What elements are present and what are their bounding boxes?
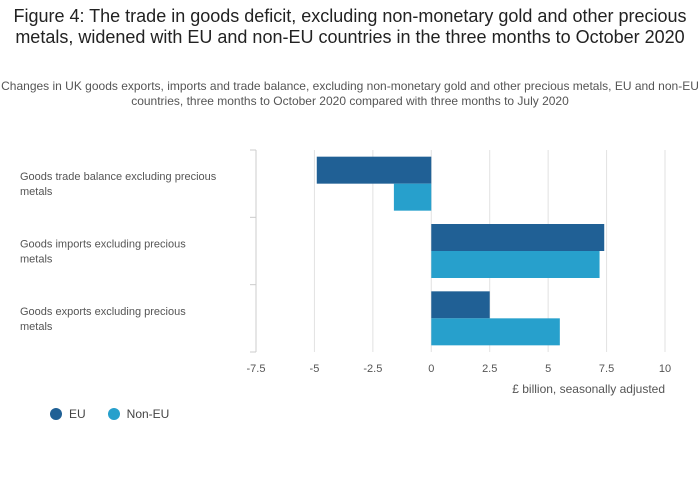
category-label: Goods trade balance excluding precious: [20, 171, 217, 183]
legend-swatch-non-eu: [107, 408, 120, 420]
category-label: Goods exports excluding precious: [20, 306, 186, 318]
x-axis-title: £ billion, seasonally adjusted: [512, 382, 665, 396]
x-tick-label: 10: [659, 363, 671, 375]
x-tick-label: -5: [310, 363, 320, 375]
legend-item-eu[interactable]: EU: [50, 407, 86, 421]
legend-item-non-eu[interactable]: Non-EU: [107, 407, 170, 421]
legend-label-non-eu: Non-EU: [126, 407, 170, 421]
bar-eu-1: [431, 224, 605, 251]
x-tick-label: -2.5: [363, 363, 382, 375]
chart-title: Figure 4: The trade in goods deficit, ex…: [13, 6, 687, 47]
category-label: Goods imports excluding precious: [20, 239, 186, 251]
bar-eu-2: [431, 291, 490, 319]
chart-subtitle: Changes in UK goods exports, imports and…: [1, 79, 699, 108]
bar-non-eu-1: [431, 251, 600, 278]
x-tick-label: 7.5: [599, 363, 614, 375]
x-tick-label: 5: [545, 363, 551, 375]
x-tick-label: 0: [428, 363, 434, 375]
legend-swatch-eu: [50, 408, 62, 420]
x-tick-label: 2.5: [482, 363, 497, 375]
bar-non-eu-2: [431, 318, 560, 346]
bar-non-eu-0: [393, 183, 432, 211]
category-label: metals: [20, 254, 53, 266]
legend: EU Non-EU: [50, 407, 191, 421]
category-label: metals: [20, 321, 53, 333]
bar-eu-0: [316, 156, 432, 184]
legend-label-eu: EU: [69, 407, 86, 421]
category-label: metals: [20, 186, 53, 198]
x-tick-label: -7.5: [247, 363, 266, 375]
